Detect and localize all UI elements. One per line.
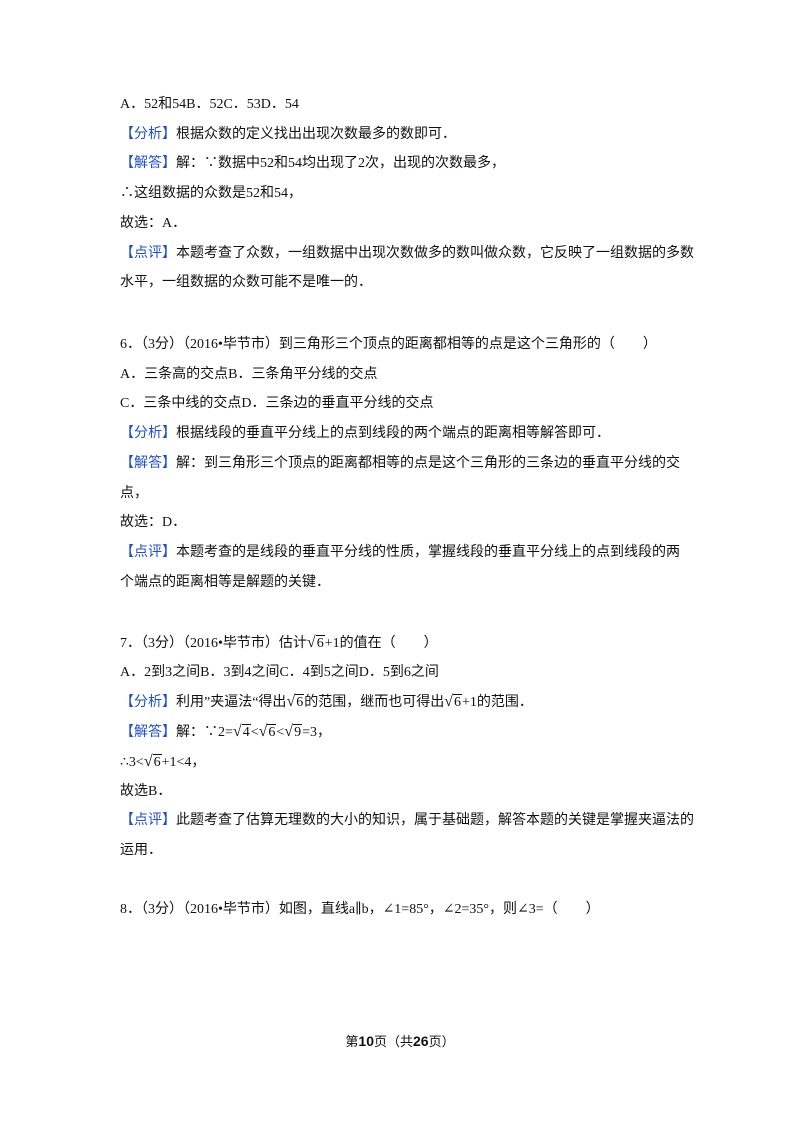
radicand: 6 [453,694,462,711]
text-line: 运用． [120,841,162,861]
footer: 第10页（共26页） [0,1031,800,1050]
text: A．三条高的交点B．三条角平分线的交点 [120,366,378,382]
text-line: 【解答】解：到三角形三个顶点的距离都相等的点是这个三角形的三条边的垂直平分线的交 [120,454,680,474]
text: +1<4， [161,754,206,770]
text-line: 水平，一组数据的众数可能不是唯一的． [120,273,372,293]
radicand: 6 [152,753,162,770]
square-root: √9 [284,722,303,743]
radical-sign: √ [306,634,316,651]
text: A．2到3之间B．3到4之间C．4到5之间D．5到6之间 [120,664,439,680]
label-tag: 【分析】 [120,126,176,142]
radical-sign: √ [143,752,153,770]
text-line: ∴3<√6+1<4， [120,752,205,773]
text-line: 故选：D． [120,513,186,533]
text-line: 故选：A． [120,214,186,234]
square-root: √6 [144,752,162,773]
text: 本题考查的是线段的垂直平分线的性质，掌握线段的垂直平分线上的点到线段的两 [176,544,680,560]
text: 解：到三角形三个顶点的距离都相等的点是这个三角形的三条边的垂直平分线的交 [176,455,680,471]
text-line: 【分析】根据线段的垂直平分线上的点到线段的两个端点的距离相等解答即可． [120,424,610,444]
text-line: 【分析】根据众数的定义找出出现次数最多的数即可． [120,125,456,145]
text-line: 8．（3分）（2016•毕节市）如图，直线a∥b，∠1=85°，∠2=35°，则… [120,900,600,920]
text: < [276,725,285,741]
text: +1的范围． [462,695,533,711]
square-root: √6 [286,692,305,713]
text-line: C．三条中线的交点D．三条边的垂直平分线的交点 [120,394,433,414]
text-line: 6．（3分）（2016•毕节市）到三角形三个顶点的距离都相等的点是这个三角形的（… [120,335,657,355]
text-line: 故选B． [120,782,171,802]
text-line: 【分析】利用”夹逼法“得出√6的范围，继而也可得出√6+1的范围． [120,692,533,713]
label-tag: 【解答】 [120,156,176,172]
text: 利用”夹逼法“得出 [176,695,287,711]
text-line: 【点评】本题考查的是线段的垂直平分线的性质，掌握线段的垂直平分线上的点到线段的两 [120,543,680,563]
text: 故选：A． [120,215,187,231]
text-line: 7．（3分）（2016•毕节市）估计√6+1的值在（ ） [120,633,438,654]
text: 故选：D． [120,515,187,531]
square-root: √6 [259,722,277,743]
text: ∴这组数据的众数是52和54， [120,186,302,202]
text: 运用． [120,842,162,858]
text: +1的值在（ ） [324,636,438,651]
text: ∴3< [120,754,144,770]
text: 点， [120,485,148,501]
square-root: √4 [233,722,251,743]
text-line: 个端点的距离相等是解题的关键． [120,573,330,593]
text: 第 [345,1034,359,1049]
text-line: 【解答】解：∵数据中52和54均出现了2次，出现的次数最多， [120,154,505,174]
text-line: 【点评】此题考查了估算无理数的大小的知识，属于基础题，解答本题的关键是掌握夹逼法… [120,811,694,831]
label-tag: 【点评】 [120,544,176,560]
label-tag: 【点评】 [120,245,176,261]
label-tag: 【点评】 [120,813,176,829]
text: < [250,725,259,741]
radicand: 6 [295,694,305,711]
text-line: A．三条高的交点B．三条角平分线的交点 [120,365,377,385]
radical-sign: √ [232,723,242,741]
text: A．52和54B．52C．53D．54 [120,97,299,112]
text: 个端点的距离相等是解题的关键． [120,574,330,590]
label-tag: 【分析】 [120,695,176,711]
text: 7．（3分）（2016•毕节市）估计 [120,636,307,651]
text: 此题考查了估算无理数的大小的知识，属于基础题，解答本题的关键是掌握夹逼法的 [176,813,694,829]
text: 本题考查了众数，一组数据中出现次数做多的数叫做众数，它反映了一组数据的多数 [176,245,694,261]
text-line: 【点评】本题考查了众数，一组数据中出现次数做多的数叫做众数，它反映了一组数据的多… [120,244,694,264]
text: 解：∵数据中52和54均出现了2次，出现的次数最多， [176,156,505,172]
radicand: 9 [293,724,303,741]
page-number: 26 [413,1033,429,1049]
square-root: √6 [444,692,462,713]
text: =3， [302,725,331,741]
square-root: √6 [307,633,325,654]
text: 页） [428,1034,455,1049]
radical-sign: √ [284,723,294,741]
label-tag: 【分析】 [120,426,176,442]
text: 故选B． [120,783,172,799]
text-line: 点， [120,484,148,504]
radical-sign: √ [258,723,268,741]
text: 根据众数的定义找出出现次数最多的数即可． [176,126,456,142]
radicand: 6 [267,724,277,741]
text-line: A．52和54B．52C．53D．54 [120,95,299,115]
text-line: 【解答】解：∵2=√4<√6<√9=3， [120,722,331,743]
text: 解：∵2= [176,725,233,741]
text: 水平，一组数据的众数可能不是唯一的． [120,275,372,291]
page-number: 10 [358,1033,374,1049]
text-line: ∴这组数据的众数是52和54， [120,184,302,204]
radicand: 4 [241,724,251,741]
radicand: 6 [315,635,325,651]
text: 页（共 [373,1034,413,1049]
text: 6．（3分）（2016•毕节市）到三角形三个顶点的距离都相等的点是这个三角形的（… [120,337,657,352]
label-tag: 【解答】 [120,725,176,741]
text: C．三条中线的交点D．三条边的垂直平分线的交点 [120,396,434,412]
radical-sign: √ [286,693,296,711]
label-tag: 【解答】 [120,455,176,471]
text: 8．（3分）（2016•毕节市）如图，直线a∥b，∠1=85°，∠2=35°，则… [120,902,600,917]
text: 根据线段的垂直平分线上的点到线段的两个端点的距离相等解答即可． [176,426,610,442]
text: 的范围，继而也可得出 [304,695,445,711]
text-line: A．2到3之间B．3到4之间C．4到5之间D．5到6之间 [120,663,439,683]
radical-sign: √ [444,693,453,711]
